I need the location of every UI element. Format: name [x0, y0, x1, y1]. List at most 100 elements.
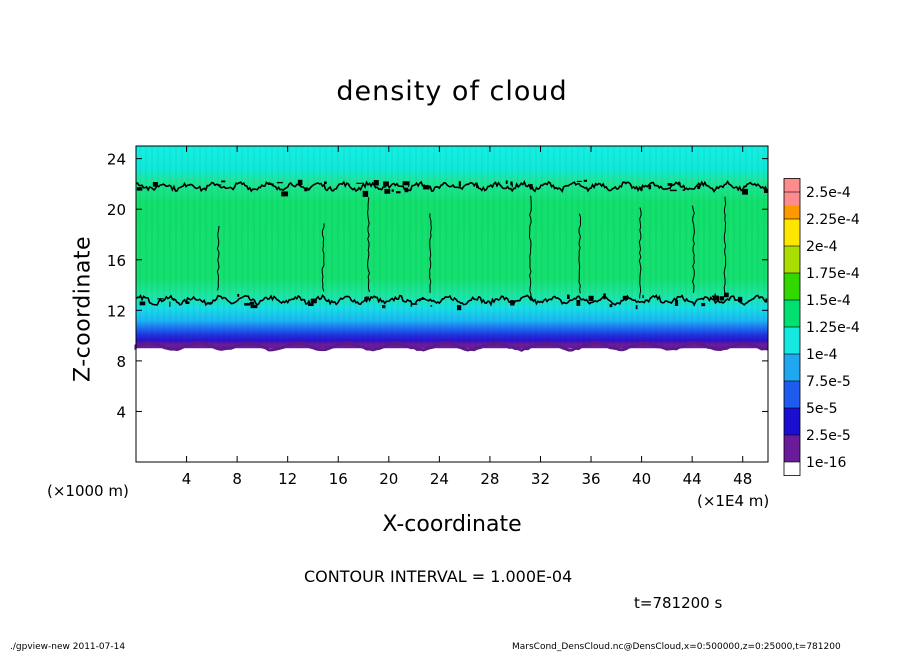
contour-fleck	[324, 181, 327, 185]
footer-left-text: ./gpview-new 2011-07-14	[10, 642, 126, 652]
vertical-filament	[367, 197, 371, 293]
y-tick-label: 8	[116, 353, 126, 371]
contour-fleck	[430, 305, 433, 307]
contour-fleck	[139, 301, 146, 306]
y-tick-label: 12	[107, 302, 126, 320]
colorbar-box	[784, 246, 800, 273]
cloud-texture	[136, 146, 768, 349]
colorbar-box	[784, 354, 800, 381]
contour-fleck	[152, 182, 158, 187]
contour-fleck	[373, 180, 379, 186]
contour-fleck	[576, 180, 582, 182]
colorbar-box	[784, 381, 800, 408]
vertical-filament	[638, 207, 642, 299]
colorbar-label: 2.5e-5	[806, 428, 851, 444]
contour-fleck	[458, 181, 461, 187]
contour-fleck	[408, 184, 410, 188]
contour-fleck	[411, 303, 418, 305]
contour-fleck	[221, 180, 226, 183]
contour-fleck	[244, 302, 251, 306]
contour-fleck	[511, 183, 513, 188]
x-axis-label: X-coordinate	[382, 512, 522, 537]
contour-fleck	[404, 187, 409, 193]
colorbar-box	[784, 435, 800, 462]
contour-fleck	[588, 295, 594, 302]
contour-fleck	[667, 183, 673, 186]
colorbar-label: 2.5e-4	[806, 185, 851, 201]
contour-fleck	[382, 305, 386, 309]
contour-fleck	[206, 302, 212, 305]
colorbar-label: 1.25e-4	[806, 320, 860, 336]
x-tick-label: 4	[182, 470, 192, 488]
contour-fleck	[308, 303, 314, 307]
contour-fleck	[737, 296, 743, 303]
contour-fleck	[677, 182, 681, 186]
colorbar-label: 1.5e-4	[806, 293, 851, 309]
x-tick-label: 40	[632, 470, 651, 488]
contour-fleck	[383, 181, 389, 186]
contour-line	[135, 180, 768, 193]
colorbar-box	[784, 300, 800, 327]
colorbar-label: 2e-4	[806, 239, 838, 255]
contour-fleck	[310, 298, 317, 304]
plot-area	[134, 146, 769, 352]
colorbar-label: 5e-5	[806, 401, 837, 417]
contour-fleck	[583, 179, 588, 182]
contour-fleck	[567, 294, 570, 300]
contour-fleck	[304, 187, 308, 192]
x-tick-label: 12	[278, 470, 297, 488]
contour-fleck	[763, 189, 768, 193]
contour-fleck	[682, 189, 685, 191]
contour-fleck	[510, 300, 515, 306]
contour-fleck	[529, 183, 533, 190]
contour-fleck	[402, 181, 410, 186]
contour-fleck	[640, 186, 643, 191]
contour-fleck	[395, 191, 401, 194]
colorbar-label: 1e-4	[806, 347, 838, 363]
contour-fleck	[216, 184, 222, 186]
colorbar-label: 2.25e-4	[806, 212, 860, 228]
y-axis-unit-label: (×1000 m)	[47, 482, 129, 500]
colorbar-box	[784, 408, 800, 435]
contour-line	[135, 294, 768, 307]
contour-fleck	[186, 301, 190, 305]
colorbar-box	[784, 219, 800, 246]
x-tick-label: 24	[430, 470, 449, 488]
contour-fleck	[423, 185, 430, 190]
vertical-filament	[321, 223, 325, 292]
contour-fleck	[419, 298, 424, 300]
contour-fleck	[281, 191, 289, 197]
vertical-filament	[429, 213, 432, 293]
x-tick-label: 44	[683, 470, 702, 488]
contour-fleck	[505, 180, 508, 184]
x-tick-label: 36	[581, 470, 600, 488]
contour-fleck	[276, 181, 283, 184]
contour-fleck	[297, 179, 303, 186]
y-tick-label: 24	[107, 151, 126, 169]
contour-fleck	[714, 293, 716, 299]
y-tick-label: 16	[107, 252, 126, 270]
vertical-filament	[691, 205, 695, 293]
contour-fleck	[765, 298, 768, 302]
x-tick-label: 16	[329, 470, 348, 488]
contour-interval-text: CONTOUR INTERVAL = 1.000E-04	[304, 567, 573, 586]
x-tick-label: 48	[733, 470, 752, 488]
vertical-filament	[528, 195, 532, 299]
x-axis-unit-label: (×1E4 m)	[697, 492, 770, 510]
contour-fleck	[391, 189, 394, 192]
contour-fleck	[476, 182, 478, 189]
contour-fleck	[669, 189, 677, 192]
colorbar-box	[784, 327, 800, 354]
contour-fleck	[249, 301, 255, 305]
plot-frame	[135, 145, 769, 463]
contour-fleck	[603, 293, 606, 300]
contour-fleck	[157, 298, 164, 300]
contour-fleck	[697, 185, 701, 190]
contour-fleck	[510, 181, 513, 186]
vertical-filament	[578, 213, 582, 294]
x-tick-label: 8	[232, 470, 242, 488]
cloud-base-edge	[134, 340, 769, 352]
colorbar-frame	[783, 178, 801, 476]
contour-fleck	[136, 187, 143, 191]
